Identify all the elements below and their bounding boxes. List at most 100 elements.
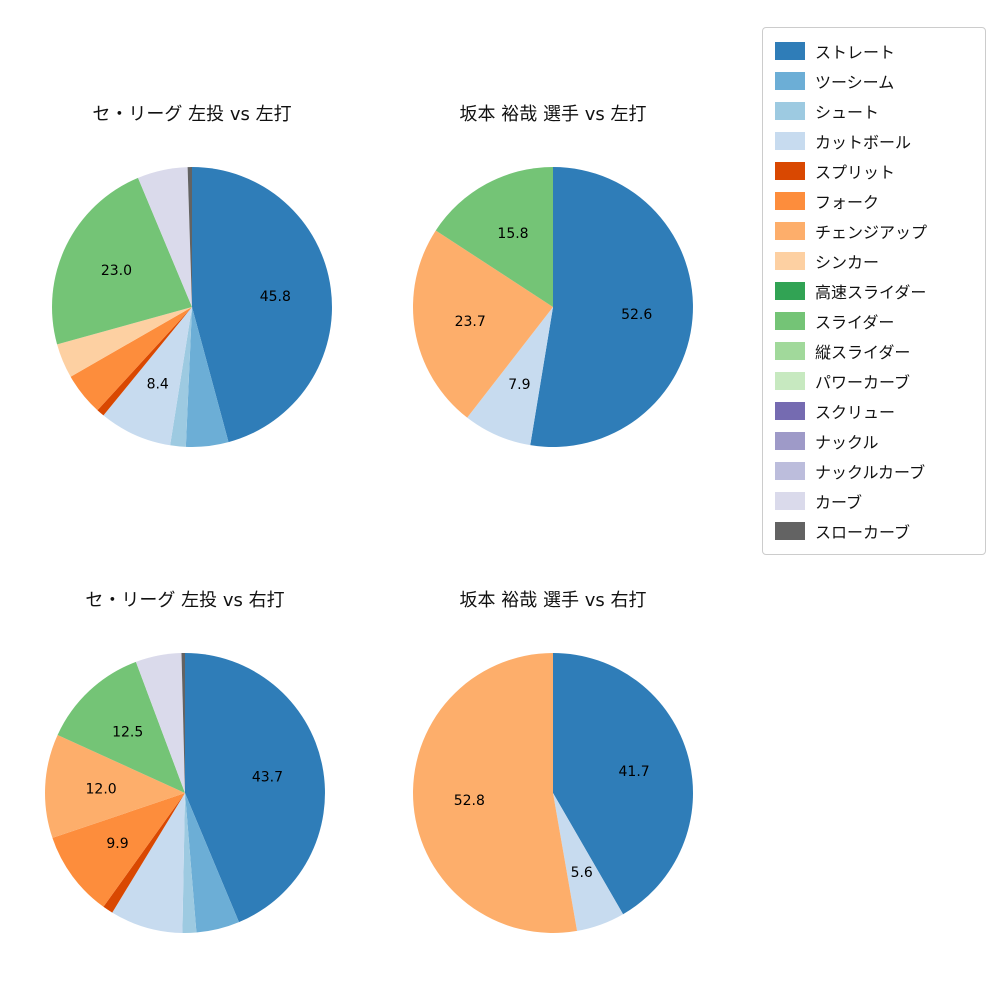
pie-slice-value-label: 12.5: [112, 725, 143, 741]
pie-slice-value-label: 7.9: [508, 377, 530, 393]
pie-slice-カットボール: [112, 793, 185, 933]
legend-swatch: [775, 312, 805, 330]
legend-swatch: [775, 222, 805, 240]
pie-slice-value-label: 23.0: [101, 263, 132, 279]
legend-item: スクリュー: [775, 396, 973, 426]
chart-title-bottom-left: セ・リーグ 左投 vs 右打: [85, 590, 285, 611]
legend-swatch: [775, 342, 805, 360]
pie-slice-ストレート: [553, 653, 694, 915]
pie-slice-value-label: 23.7: [455, 314, 486, 330]
pie-slice-value-label: 15.8: [497, 226, 528, 242]
pie-slice-スプリット: [103, 793, 185, 913]
legend-swatch: [775, 282, 805, 300]
pie-slice-value-label: 9.9: [106, 836, 128, 852]
pie-slice-value-label: 52.8: [454, 793, 485, 809]
legend-swatch: [775, 72, 805, 90]
legend-swatch: [775, 462, 805, 480]
pie-chart-bottom-left: 43.7 9.9 12.0 12.5: [45, 652, 325, 934]
pie-chart-top-left: 45.8 8.4 23.0: [52, 167, 332, 447]
pie-slice-スローカーブ: [187, 167, 192, 307]
chart-title-bottom-right: 坂本 裕哉 選手 vs 右打: [459, 590, 647, 611]
legend-item: チェンジアップ: [775, 216, 973, 246]
legend-swatch: [775, 162, 805, 180]
pie-slice-カットボール: [467, 307, 553, 446]
pie-slice-ストレート: [192, 167, 332, 443]
legend-item: スプリット: [775, 156, 973, 186]
pie-slice-スライダー: [52, 177, 193, 345]
pie-slice-シュート: [182, 793, 197, 934]
pie-slice-value-label: 45.8: [260, 289, 291, 305]
pie-slice-フォーク: [70, 307, 192, 411]
legend-label: ツーシーム: [815, 73, 895, 92]
legend-swatch: [775, 402, 805, 420]
pie-slice-シンカー: [57, 307, 192, 377]
legend-label: パワーカーブ: [815, 373, 911, 392]
legend-swatch: [775, 522, 805, 540]
legend-label: スプリット: [815, 163, 896, 182]
pie-slice-カーブ: [135, 653, 185, 793]
pie-slice-チェンジアップ: [45, 734, 186, 838]
legend-swatch: [775, 372, 805, 390]
legend-item: スローカーブ: [775, 516, 973, 546]
pie-chart-top-right: 52.6 7.9 23.7 15.8: [413, 167, 693, 447]
legend-item: パワーカーブ: [775, 366, 973, 396]
legend-label: 高速スライダー: [815, 283, 927, 302]
pie-slice-カーブ: [138, 167, 192, 307]
pie-chart-bottom-right: 41.7 5.6 52.8: [413, 653, 694, 933]
legend-item: 縦スライダー: [775, 336, 973, 366]
pie-slice-カットボール: [103, 307, 192, 446]
pie-slice-スローカーブ: [181, 652, 185, 793]
legend-label: シュート: [815, 103, 880, 122]
legend-label: チェンジアップ: [815, 223, 928, 242]
pie-slice-value-label: 5.6: [571, 865, 593, 881]
pie-slice-スプリット: [97, 307, 192, 416]
legend-swatch: [775, 42, 805, 60]
legend-label: フォーク: [815, 193, 880, 212]
pie-slice-value-label: 12.0: [86, 782, 117, 798]
legend: ストレートツーシームシュートカットボール スプリットフォークチェンジアップ シンカー…: [762, 27, 986, 555]
pie-slice-ストレート: [530, 167, 693, 447]
legend-label: ナックルカーブ: [815, 463, 926, 482]
pie-slice-value-label: 52.6: [621, 307, 652, 323]
pie-slice-カットボール: [553, 793, 624, 931]
legend-label: スクリュー: [815, 403, 896, 422]
pie-slice-ツーシーム: [185, 793, 239, 933]
legend-item: ツーシーム: [775, 66, 973, 96]
pie-slice-value-label: 8.4: [147, 377, 169, 393]
legend-swatch: [775, 432, 805, 450]
legend-item: シュート: [775, 96, 973, 126]
legend-label: カーブ: [815, 493, 863, 512]
legend-swatch: [775, 492, 805, 510]
pie-slice-チェンジアップ: [413, 230, 553, 418]
legend-item: カットボール: [775, 126, 973, 156]
legend-label: シンカー: [815, 253, 880, 272]
pie-slice-value-label: 41.7: [619, 764, 650, 780]
pie-slice-チェンジアップ: [413, 653, 578, 933]
legend-item: カーブ: [775, 486, 973, 516]
pie-slice-ツーシーム: [185, 307, 229, 447]
legend-label: カットボール: [815, 133, 912, 152]
pie-slice-ストレート: [185, 653, 325, 923]
legend-item: ナックル: [775, 426, 973, 456]
legend-label: ストレート: [815, 43, 896, 62]
legend-swatch: [775, 252, 805, 270]
legend-label: 縦スライダー: [815, 343, 911, 362]
chart-title-top-right: 坂本 裕哉 選手 vs 左打: [459, 104, 647, 125]
legend-item: シンカー: [775, 246, 973, 276]
legend-swatch: [775, 132, 805, 150]
legend-item: スライダー: [775, 306, 973, 336]
pie-slice-スライダー: [57, 661, 186, 793]
legend-swatch: [775, 192, 805, 210]
pie-slice-value-label: 43.7: [252, 769, 283, 785]
pie-slice-シュート: [170, 307, 192, 447]
legend-item: 高速スライダー: [775, 276, 973, 306]
pie-slice-スライダー: [435, 167, 553, 307]
legend-item: フォーク: [775, 186, 973, 216]
legend-label: スライダー: [815, 313, 895, 332]
legend-swatch: [775, 102, 805, 120]
chart-title-top-left: セ・リーグ 左投 vs 左打: [92, 104, 292, 125]
legend-label: ナックル: [815, 433, 879, 452]
legend-item: ナックルカーブ: [775, 456, 973, 486]
pie-slice-フォーク: [52, 793, 185, 907]
